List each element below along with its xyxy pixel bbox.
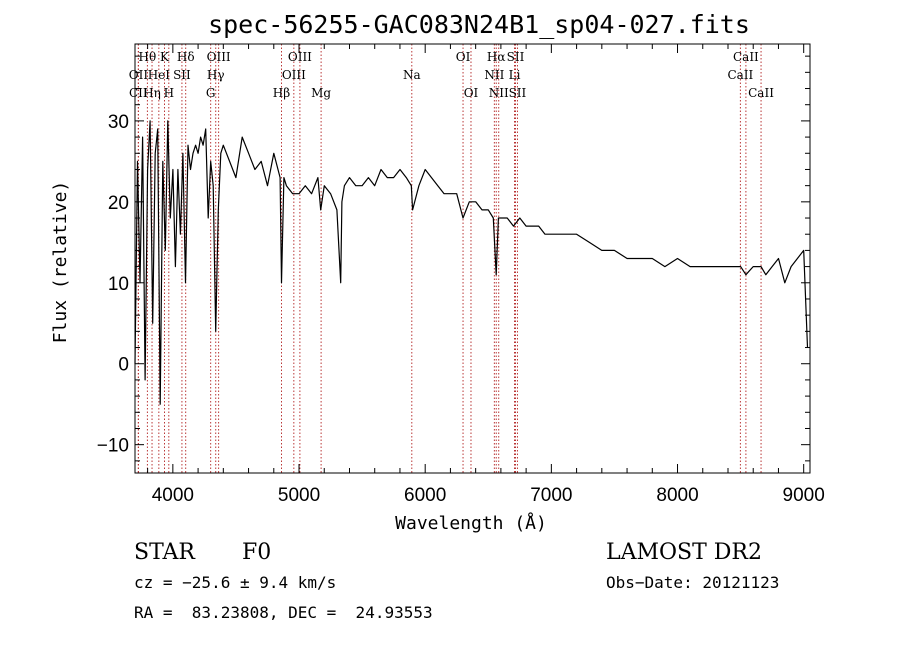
line-label: SII bbox=[173, 68, 191, 82]
x-tick-label: 7000 bbox=[530, 485, 572, 506]
line-label: OIII bbox=[282, 68, 306, 82]
line-label: CII bbox=[129, 86, 148, 100]
line-label: Hβ bbox=[273, 86, 290, 100]
x-tick-label: 5000 bbox=[278, 485, 320, 506]
line-label: NII bbox=[489, 86, 509, 100]
chart-title: spec-56255-GAC083N24B1_sp04-027.fits bbox=[208, 10, 750, 39]
obs-date: Obs−Date: 20121123 bbox=[606, 573, 780, 592]
x-tick-label: 9000 bbox=[783, 485, 825, 506]
line-label: G bbox=[206, 86, 216, 100]
line-label: Hδ bbox=[177, 50, 195, 64]
y-tick-label: 0 bbox=[118, 355, 129, 376]
x-tick-label: 6000 bbox=[404, 485, 446, 506]
line-label: OIII bbox=[207, 50, 231, 64]
y-tick-label: 30 bbox=[108, 112, 129, 133]
line-label: OI bbox=[464, 86, 479, 100]
line-label: SII bbox=[507, 50, 525, 64]
object-subclass: F0 bbox=[242, 540, 272, 565]
object-class: STAR bbox=[134, 540, 195, 565]
line-label: OIII bbox=[288, 50, 312, 64]
line-label: Hγ bbox=[207, 68, 225, 82]
line-label: Na bbox=[403, 68, 421, 82]
x-tick-label: 8000 bbox=[656, 485, 698, 506]
spectral-line-labels: CII OII Hθ Hη HeI K H SII Hδ G Hγ OIII Hβ OIII OIII Mg N… bbox=[129, 50, 774, 100]
y-tick-label: 20 bbox=[108, 193, 129, 214]
y-tick-label: 10 bbox=[108, 274, 129, 295]
line-label: Hη bbox=[143, 86, 161, 100]
y-tick-label: −10 bbox=[97, 436, 129, 457]
line-label: Hα bbox=[487, 50, 506, 64]
line-label: CaII bbox=[727, 68, 753, 82]
line-label: Mg bbox=[311, 86, 331, 100]
line-label: Hθ bbox=[139, 50, 157, 64]
spectral-line-markers bbox=[137, 44, 762, 473]
line-label: H bbox=[164, 86, 174, 100]
x-axis-label: Wavelength (Å) bbox=[395, 512, 547, 534]
plot-frame bbox=[134, 43, 811, 474]
x-tick-label: 4000 bbox=[152, 485, 194, 506]
line-label: HeI bbox=[148, 68, 171, 82]
spectrum-series-line bbox=[134, 120, 809, 405]
coordinates: RA = 83.23808, DEC = 24.93553 bbox=[134, 603, 433, 622]
y-axis-label: Flux (relative) bbox=[50, 181, 71, 344]
line-label: Li bbox=[509, 68, 521, 82]
y-axis: −10 0 10 20 30 bbox=[97, 55, 810, 462]
survey-name: LAMOST DR2 bbox=[606, 540, 762, 565]
line-label: OI bbox=[456, 50, 471, 64]
redshift-cz: cz = −25.6 ± 9.4 km/s bbox=[134, 573, 337, 592]
line-label: NII bbox=[484, 68, 504, 82]
line-label: K bbox=[160, 50, 170, 64]
line-label: CaII bbox=[748, 86, 774, 100]
line-label: CaII bbox=[733, 50, 759, 64]
line-label: SII bbox=[509, 86, 527, 100]
x-axis: 4000 5000 6000 7000 8000 9000 bbox=[147, 44, 825, 506]
line-label: OII bbox=[129, 68, 149, 82]
